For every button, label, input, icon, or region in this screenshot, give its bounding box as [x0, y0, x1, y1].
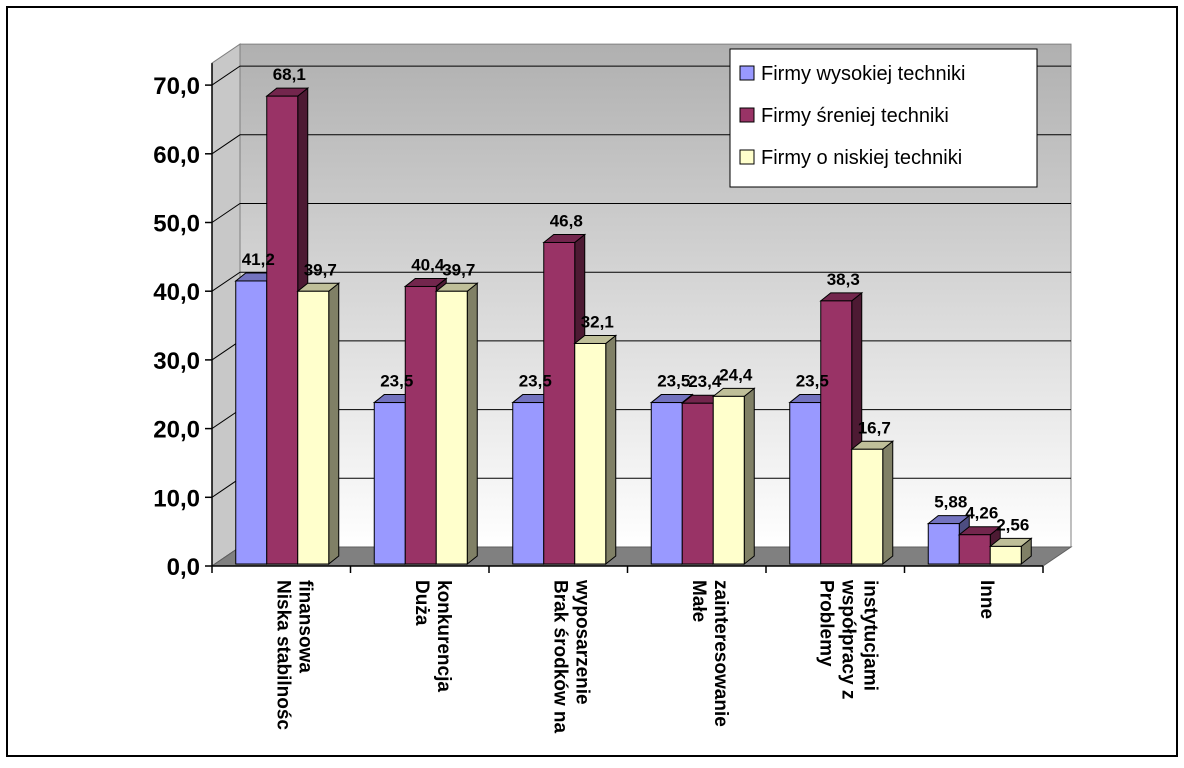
- category-label-line: Duża: [411, 580, 432, 626]
- bar-front: [820, 300, 853, 565]
- bar: [296, 282, 341, 566]
- data-label: 5,88: [934, 493, 967, 512]
- gridline: [211, 271, 1071, 292]
- bar-front: [789, 402, 822, 565]
- data-label: 39,7: [304, 260, 337, 279]
- y-tick-label: 50,0: [153, 211, 200, 238]
- legend-label: Firmy o niskiej techniki: [761, 147, 962, 169]
- legend-swatch: [739, 65, 755, 81]
- bar-front: [543, 241, 576, 565]
- bar-front: [435, 290, 468, 565]
- bar-front: [958, 534, 991, 565]
- bar-side: [466, 282, 478, 566]
- legend-label: Firmy śreniej techniki: [761, 105, 949, 127]
- y-tick-label: 70,0: [153, 73, 200, 100]
- category-label-line: Problemy: [815, 580, 836, 667]
- data-label: 16,7: [858, 418, 891, 437]
- data-label: 2,56: [996, 515, 1029, 534]
- bar-front: [989, 545, 1022, 565]
- legend-swatch: [739, 107, 755, 123]
- bar-front: [404, 285, 437, 565]
- data-label: 23,5: [796, 372, 829, 391]
- data-label: 4,26: [965, 504, 998, 523]
- data-label: 40,4: [411, 255, 445, 274]
- data-label: 23,5: [380, 372, 413, 391]
- category-label: Problemy współpracy z instytucjami: [815, 579, 880, 699]
- category-label-line: współpracy z: [837, 579, 858, 699]
- y-tick-label: 60,0: [153, 142, 200, 169]
- category-label-line: wyposarzenie: [571, 579, 592, 705]
- bar-front: [512, 402, 545, 565]
- bar-front: [681, 402, 714, 565]
- bar-front: [266, 95, 299, 565]
- data-label: 23,4: [688, 372, 722, 391]
- category-label-line: Małe: [688, 580, 709, 622]
- y-tick-label: 40,0: [153, 279, 200, 306]
- bar-front: [650, 402, 683, 565]
- data-label: 38,3: [827, 270, 860, 289]
- y-tick-label: 0,0: [167, 554, 200, 581]
- category-label-line: instytucjami: [859, 580, 880, 691]
- bar: [850, 440, 895, 566]
- data-label: 41,2: [242, 250, 275, 269]
- category-label: Niska stabilnośc finansowa: [272, 580, 315, 730]
- bar: [573, 334, 618, 566]
- category-label-line: Inne: [976, 580, 997, 619]
- data-label: 23,5: [519, 372, 552, 391]
- bar: [434, 282, 479, 566]
- bar-front: [927, 523, 960, 565]
- bar-side: [882, 440, 894, 566]
- bar-side: [605, 334, 617, 566]
- category-label: Duża konkurencja: [411, 580, 454, 692]
- y-tick-label: 20,0: [153, 417, 200, 444]
- y-tick-label: 30,0: [153, 348, 200, 375]
- legend-box: [729, 48, 1038, 188]
- data-label: 46,8: [550, 211, 583, 230]
- bar: [711, 387, 756, 566]
- category-label-line: zainteresowanie: [710, 580, 731, 727]
- data-label: 39,7: [442, 260, 475, 279]
- bar-front: [851, 448, 884, 565]
- category-label-line: finansowa: [294, 580, 315, 673]
- data-label: 32,1: [581, 312, 614, 331]
- bar-front: [574, 342, 607, 565]
- category-label-line: Niska stabilnośc: [272, 580, 293, 730]
- bar-front: [712, 395, 745, 565]
- bar-front: [297, 290, 330, 565]
- category-label-line: konkurencja: [433, 580, 454, 692]
- category-label-line: Brak środków na: [549, 580, 570, 734]
- data-label: 24,4: [719, 365, 753, 384]
- bar-front: [373, 402, 406, 565]
- data-label: 68,1: [273, 65, 306, 84]
- bar-side: [743, 387, 755, 566]
- gridline: [211, 203, 1071, 223]
- legend-label: Firmy wysokiej techniki: [761, 63, 965, 85]
- category-label: Małe zainteresowanie: [688, 580, 731, 727]
- bar-side: [328, 282, 340, 566]
- legend-swatch: [739, 149, 755, 165]
- bar-front: [235, 280, 268, 565]
- y-tick-label: 10,0: [153, 485, 200, 512]
- bar: [988, 537, 1033, 566]
- legend: Firmy wysokiej techniki Firmy śreniej tec…: [729, 48, 1038, 188]
- data-label: 23,5: [657, 372, 690, 391]
- category-label: Inne: [976, 580, 997, 619]
- category-label: Brak środków na wyposarzenie: [549, 579, 592, 734]
